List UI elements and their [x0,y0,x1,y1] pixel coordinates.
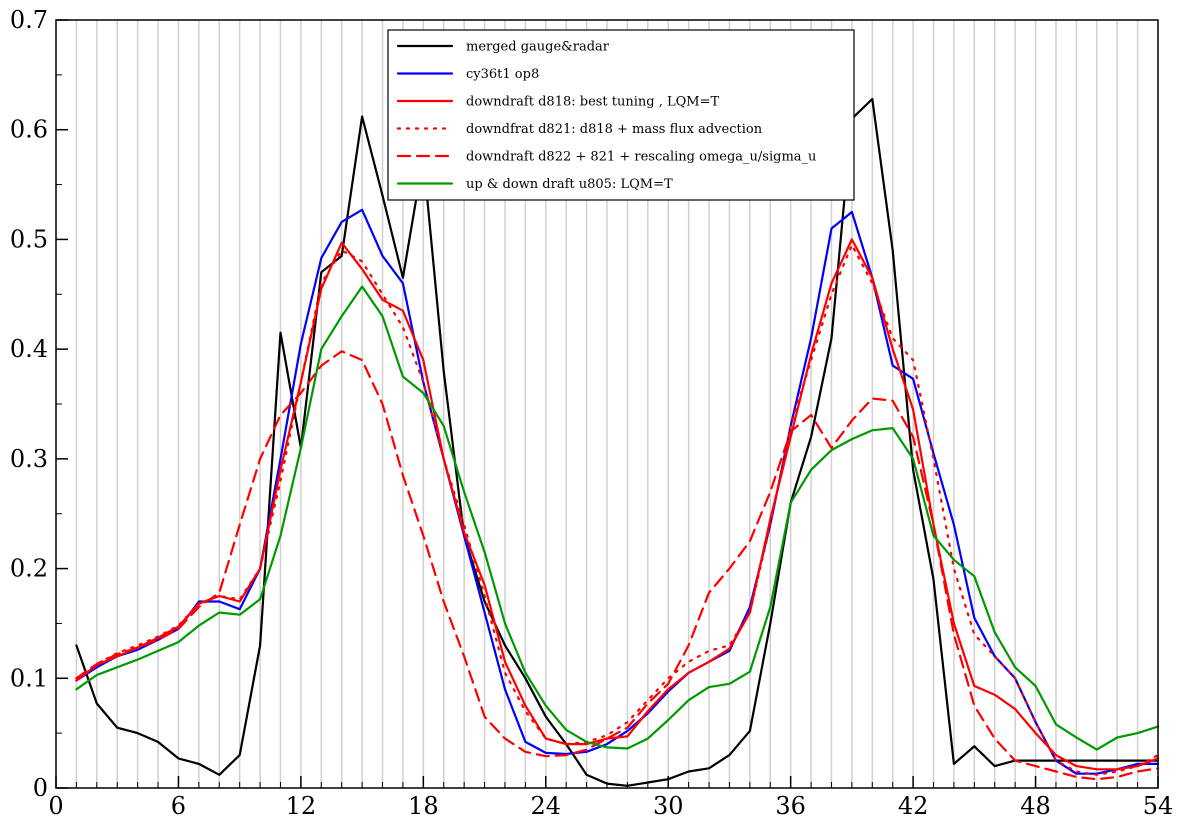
x-tick-label: 42 [898,792,929,820]
legend-box [387,29,855,201]
legend: merged gauge&radar cy36t1 op8 downdraft d8… [387,29,855,201]
legend-label-3: downdraft d818: best tuning , LQM=T [466,95,720,110]
y-tick-label: 0.2 [10,555,48,583]
x-tick-label: 12 [286,792,317,820]
series-line-1 [75,97,1160,787]
y-tick-label: 0 [33,774,48,802]
legend-label-6: up & down draft u805: LQM=T [466,177,673,192]
x-tick-label: 36 [775,792,806,820]
x-tick-label: 0 [48,792,63,820]
x-axis: 0 6 12 18 24 30 36 42 48 54 [48,776,1173,820]
x-tick-label: 24 [531,792,562,820]
x-tick-label: 48 [1020,792,1051,820]
series-line-5 [75,350,1160,781]
legend-entries: merged gauge&radar cy36t1 op8 downdraft d8… [396,40,816,192]
y-tick-label: 0.4 [10,335,48,363]
y-tick-label: 0.7 [10,6,48,34]
vertical-grid [75,20,1139,788]
y-axis: 0 0.1 0.2 0.3 0.4 0.5 0.6 0.7 [10,6,68,802]
series-line-6 [75,285,1160,751]
legend-label-4: downdfrat d821: d818 + mass flux advecti… [466,122,763,137]
legend-label-1: merged gauge&radar [466,40,610,55]
series-layer [75,97,1160,787]
x-tick-label: 18 [408,792,439,820]
y-tick-label: 0.1 [10,664,48,692]
y-tick-label: 0.3 [10,445,48,473]
x-tick-label: 6 [171,792,186,820]
x-tick-label: 54 [1143,792,1174,820]
series-line-4 [75,243,1160,776]
legend-label-5: downdraft d822 + 821 + rescaling omega_u… [466,150,816,165]
y-tick-label: 0.5 [10,225,48,253]
y-tick-label: 0.6 [10,116,48,144]
legend-label-2: cy36t1 op8 [466,67,539,82]
x-tick-label: 30 [653,792,684,820]
